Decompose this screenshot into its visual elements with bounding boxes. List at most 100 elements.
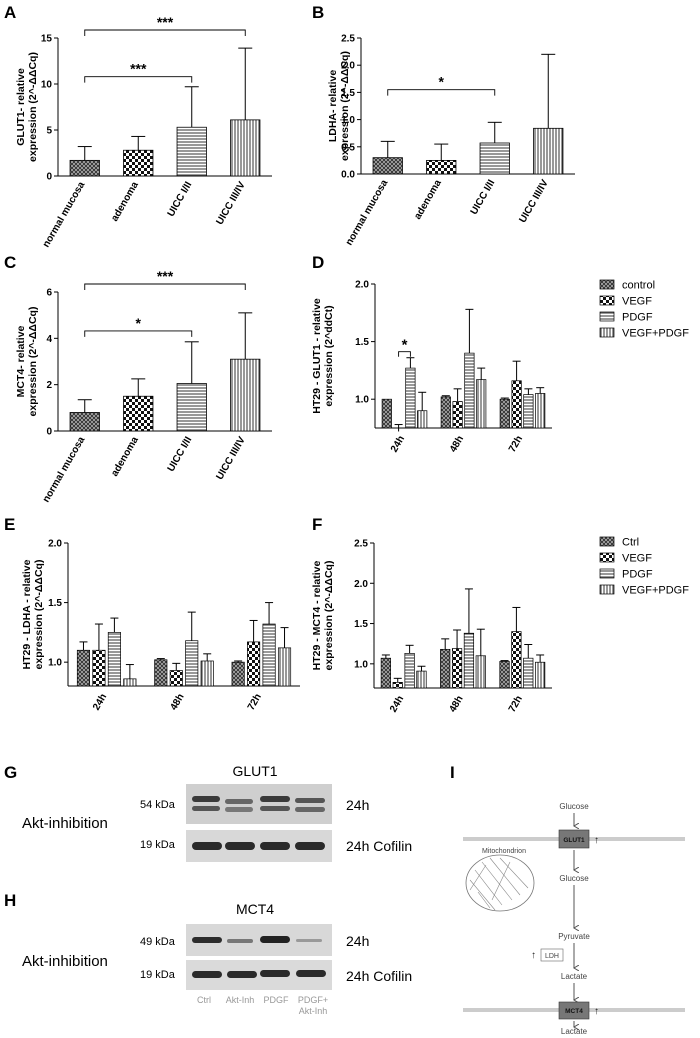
- bar: [535, 661, 546, 689]
- glut1-up-arrow-icon: ↑: [594, 835, 599, 846]
- bar: [417, 410, 428, 429]
- bar: [416, 670, 427, 689]
- bar: [123, 678, 137, 687]
- y-tick-label: 1.5: [354, 619, 368, 630]
- y-tick-label: 15: [41, 34, 53, 45]
- x-tick-label: 72h: [507, 434, 525, 454]
- y-axis-label: HT29 - LDHA - relativeexpression (2^-ΔΔC…: [21, 559, 45, 669]
- mct4-kda-label: 49 kDa: [140, 936, 176, 948]
- significance-bracket: [84, 76, 193, 83]
- bar: [535, 393, 546, 429]
- mct4-bands: [192, 936, 326, 978]
- chart-c: 0 2 4 6 MCT4- relativeexpression (2^-ΔΔCq)no…: [15, 268, 272, 505]
- mct4-up-arrow-icon: ↑: [594, 1006, 599, 1017]
- glut1-kda-label: 54 kDa: [140, 799, 176, 811]
- panel-label-e: E: [4, 515, 15, 534]
- chart-d: 1.0 1.5 2.0 HT29 - GLUT1 - relativeexpressi…: [311, 280, 689, 455]
- pathway-glucose-top: Glucose: [559, 802, 589, 811]
- bar: [176, 126, 207, 177]
- x-tick-label: UICC III/IV: [214, 180, 248, 227]
- y-tick-label: 4: [46, 334, 52, 345]
- significance-label: ***: [157, 268, 174, 284]
- y-tick-label: 1.0: [355, 395, 369, 406]
- legend-swatch: [599, 279, 615, 290]
- significance-label: *: [136, 315, 142, 331]
- cofilin-kda-label-h: 19 kDa: [140, 969, 176, 981]
- panel-label-i: I: [450, 763, 455, 782]
- x-tick-label: UICC I/II: [166, 435, 195, 474]
- y-tick-label: 6: [46, 288, 52, 299]
- legend-label: control: [622, 280, 655, 292]
- bar: [200, 660, 214, 687]
- bar: [499, 398, 510, 429]
- bar: [123, 149, 154, 177]
- significance-label: *: [439, 74, 445, 90]
- y-tick-label: 1.5: [48, 598, 62, 609]
- bar: [107, 632, 121, 687]
- glut1-transporter-box: [558, 829, 590, 849]
- lane-label-pdgf: PDGF: [263, 995, 289, 1005]
- y-tick-label: 1.0: [48, 658, 62, 669]
- bar: [440, 396, 451, 429]
- x-tick-label: normal mucosa: [41, 180, 88, 250]
- pathway-diagram: Glucose GLUT1 ↑ Mitochondrion Glucose Py…: [463, 802, 685, 1036]
- y-tick-label: 5: [46, 126, 52, 137]
- significance-bracket: [84, 330, 193, 337]
- akt-inhibition-label-h: Akt-inhibition: [22, 953, 108, 970]
- bar: [76, 649, 91, 687]
- glut1-blot-image: [186, 784, 332, 824]
- pathway-mitochondrion: Mitochondrion: [482, 848, 526, 855]
- ldh-box: [540, 948, 564, 962]
- legend-label: PDGF: [622, 569, 653, 581]
- panel-label-d: D: [312, 253, 324, 272]
- y-axis-label: MCT4- relativeexpression (2^-ΔΔCq): [15, 307, 39, 417]
- bar: [92, 649, 106, 687]
- y-tick-label: 1.0: [341, 115, 355, 126]
- bar: [69, 412, 100, 432]
- pathway-mct4: MCT4: [565, 1008, 583, 1015]
- significance-bracket: [398, 351, 411, 357]
- bar: [451, 648, 463, 689]
- bar: [476, 379, 487, 429]
- cofilin-time-label-h: 24h Cofilin: [346, 968, 412, 984]
- bar: [154, 659, 168, 687]
- panel-label-b: B: [312, 3, 324, 22]
- significance-bracket: [387, 89, 496, 96]
- y-tick-label: 1.5: [355, 337, 369, 348]
- cofilin-kda-label-g: 19 kDa: [140, 839, 176, 851]
- significance-label: ***: [157, 14, 174, 30]
- x-tick-label: normal mucosa: [344, 178, 391, 248]
- y-tick-label: 0: [46, 172, 52, 183]
- y-tick-label: 0.0: [341, 170, 355, 181]
- cofilin-time-label-g: 24h Cofilin: [346, 838, 412, 854]
- x-tick-label: UICC I/II: [469, 178, 498, 217]
- pathway-glucose-mid: Glucose: [559, 874, 589, 883]
- panel-label-a: A: [4, 3, 16, 22]
- y-tick-label: 2.0: [48, 539, 62, 550]
- ldh-up-arrow-icon: ↑: [531, 950, 536, 961]
- panel-label-g: G: [4, 763, 17, 782]
- significance-bracket: [84, 29, 246, 36]
- x-tick-label: adenoma: [109, 180, 141, 224]
- lane-label-akt-inh: Akt-Inh: [226, 995, 255, 1005]
- significance-bracket: [84, 283, 246, 290]
- bar: [523, 657, 534, 689]
- bar: [277, 647, 292, 687]
- pathway-pyruvate: Pyruvate: [558, 932, 590, 941]
- legend-swatch: [599, 568, 615, 579]
- y-tick-label: 2.5: [354, 539, 368, 550]
- legend-swatch: [599, 584, 615, 595]
- bar: [426, 159, 457, 175]
- x-tick-label: UICC III/IV: [517, 178, 551, 225]
- bar: [380, 657, 391, 689]
- y-tick-label: 2.0: [354, 579, 368, 590]
- legend-swatch: [599, 327, 615, 338]
- mitochondrion-shape: [465, 854, 535, 912]
- glut1-time-label: 24h: [346, 797, 369, 813]
- x-tick-label: 24h: [388, 694, 406, 714]
- bar: [475, 655, 486, 689]
- bar: [169, 670, 183, 687]
- bar: [185, 640, 199, 687]
